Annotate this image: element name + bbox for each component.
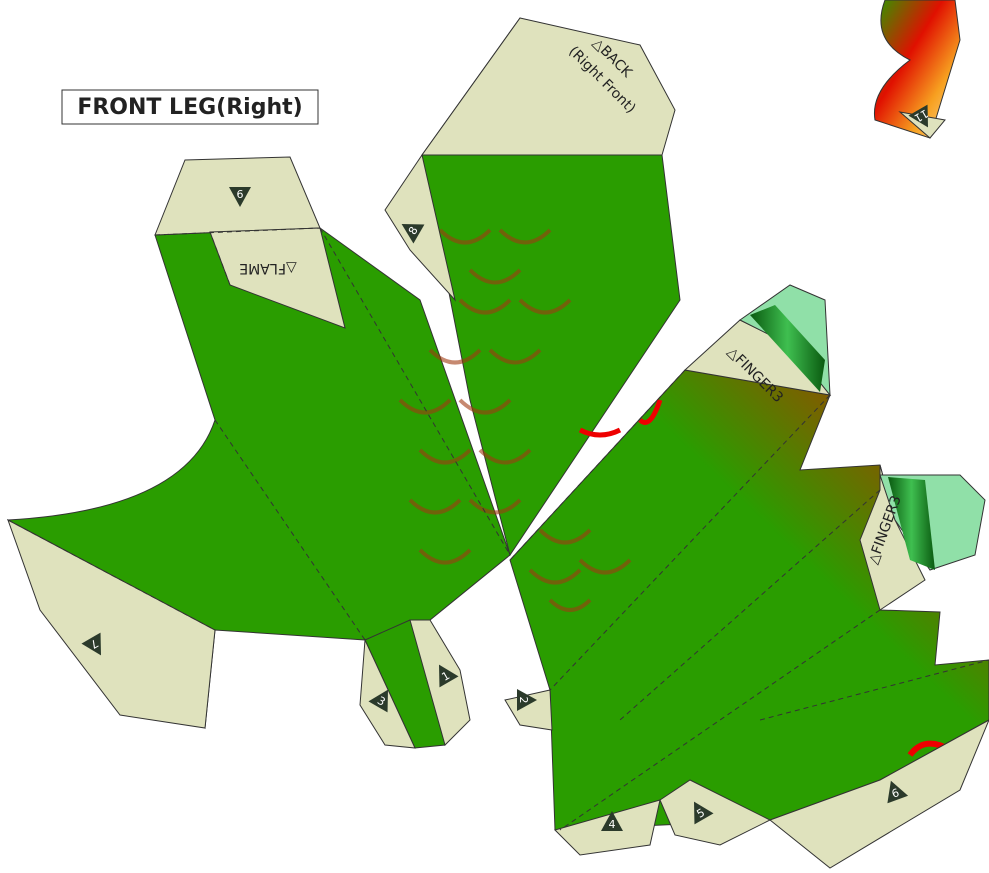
tab-marker xyxy=(601,811,623,831)
tab-label: △FLAME xyxy=(239,260,296,276)
tab-number: 6 xyxy=(887,780,909,804)
finger-band xyxy=(750,305,825,392)
tab-number: 5 xyxy=(694,801,714,825)
tab-marker xyxy=(229,187,251,207)
title: FRONT LEG(Right) xyxy=(77,95,302,120)
tab-number-label: 6 xyxy=(890,786,901,801)
tab-marker xyxy=(439,664,459,688)
tab-number: 4 xyxy=(601,811,623,831)
tab-number: 8 xyxy=(401,224,425,244)
tab-marker xyxy=(517,689,537,711)
tab-marker xyxy=(908,104,928,128)
tab-marker xyxy=(887,780,909,804)
tab-marker xyxy=(694,801,714,825)
fold-lines xyxy=(7,154,989,831)
tab-number: 1 xyxy=(439,664,459,688)
tab xyxy=(421,17,676,156)
tab-number: 3 xyxy=(368,689,388,713)
tab-marker xyxy=(368,689,388,713)
tab xyxy=(7,518,216,729)
tab-number: 2 xyxy=(517,689,537,711)
tab xyxy=(659,779,772,846)
tab xyxy=(768,719,989,869)
tab-marker xyxy=(81,632,101,656)
tab-number: 11 xyxy=(908,104,931,128)
tab-number: 9 xyxy=(229,187,251,207)
palm-panel xyxy=(509,369,989,831)
tab-number-label: 11 xyxy=(912,107,931,125)
tab-marker xyxy=(401,224,425,244)
tab-number: 7 xyxy=(81,632,101,656)
tab-number-label: 9 xyxy=(237,187,244,200)
title-box xyxy=(61,89,319,125)
fragment xyxy=(873,0,961,139)
tab-number-label: 4 xyxy=(609,818,616,831)
tab-number-label: 2 xyxy=(517,697,530,704)
finger-band xyxy=(888,477,935,570)
